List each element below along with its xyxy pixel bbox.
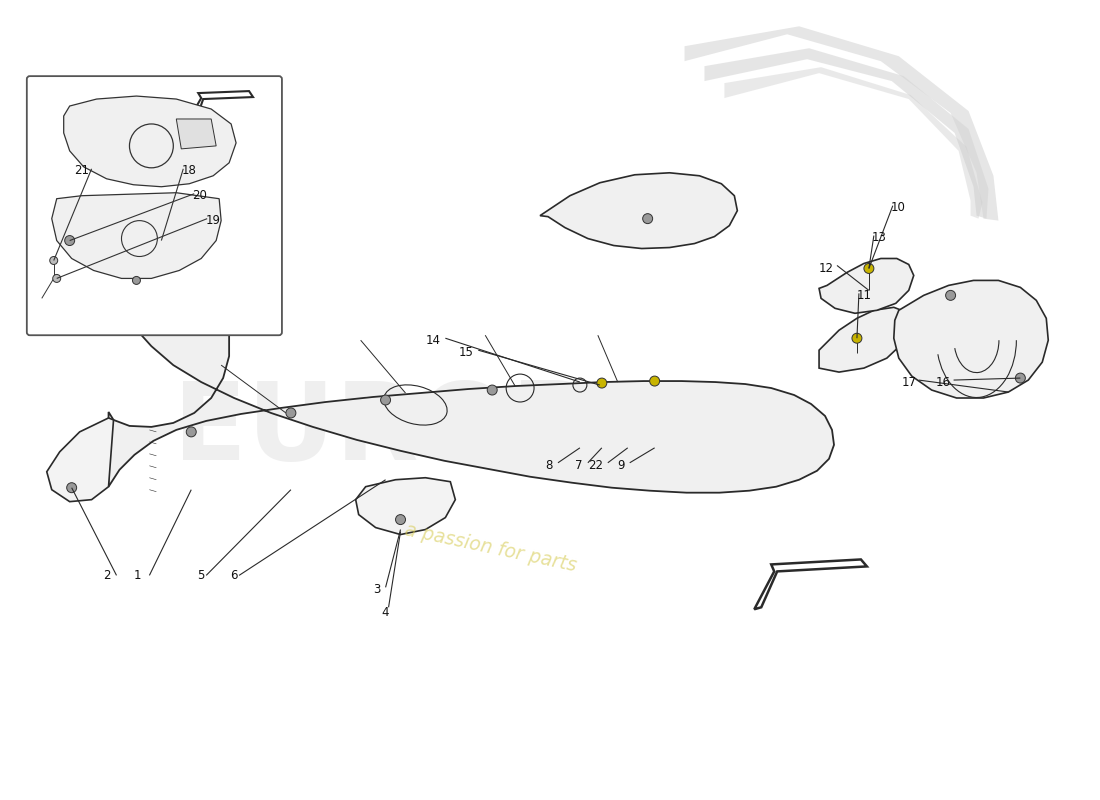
Text: 8: 8 — [546, 459, 553, 472]
Text: 14: 14 — [426, 334, 440, 346]
Circle shape — [381, 395, 390, 405]
Circle shape — [50, 257, 57, 265]
Polygon shape — [684, 26, 999, 221]
Text: 12: 12 — [820, 262, 834, 275]
Text: a passion for parts: a passion for parts — [403, 520, 578, 575]
Text: 5: 5 — [198, 569, 205, 582]
Circle shape — [186, 427, 196, 437]
Circle shape — [642, 214, 652, 224]
Polygon shape — [820, 307, 911, 372]
Text: 15: 15 — [459, 346, 473, 358]
Text: 9: 9 — [617, 459, 625, 472]
Polygon shape — [725, 67, 982, 218]
Polygon shape — [106, 216, 834, 493]
Text: EUROPS: EUROPS — [173, 377, 668, 483]
Text: 11: 11 — [857, 289, 872, 302]
Polygon shape — [64, 96, 236, 186]
Text: 1: 1 — [134, 569, 141, 582]
Text: 16: 16 — [936, 375, 950, 389]
Text: 3: 3 — [373, 583, 381, 596]
Polygon shape — [704, 48, 989, 218]
Polygon shape — [52, 193, 221, 278]
Circle shape — [67, 482, 77, 493]
Text: 2: 2 — [102, 569, 110, 582]
Circle shape — [946, 290, 956, 300]
Circle shape — [650, 376, 660, 386]
Circle shape — [597, 378, 607, 388]
Text: 18: 18 — [182, 164, 196, 178]
Polygon shape — [894, 281, 1048, 398]
Text: 19: 19 — [206, 214, 220, 227]
Circle shape — [286, 408, 296, 418]
Text: 4: 4 — [381, 606, 388, 618]
Circle shape — [65, 235, 75, 246]
Circle shape — [864, 263, 873, 274]
Text: 7: 7 — [575, 459, 583, 472]
Text: 6: 6 — [230, 569, 238, 582]
Text: 20: 20 — [192, 190, 207, 202]
Circle shape — [53, 274, 60, 282]
Circle shape — [851, 334, 862, 343]
Circle shape — [396, 514, 406, 525]
Polygon shape — [540, 173, 737, 249]
Text: 10: 10 — [891, 201, 905, 214]
Polygon shape — [176, 119, 217, 149]
Polygon shape — [820, 258, 914, 314]
Circle shape — [132, 277, 141, 285]
Polygon shape — [47, 418, 113, 502]
Circle shape — [1015, 373, 1025, 383]
Text: 17: 17 — [902, 375, 916, 389]
FancyBboxPatch shape — [26, 76, 282, 335]
Circle shape — [487, 385, 497, 395]
Text: 13: 13 — [872, 231, 887, 244]
Polygon shape — [355, 478, 455, 534]
Text: 21: 21 — [75, 164, 89, 178]
Text: 22: 22 — [587, 459, 603, 472]
